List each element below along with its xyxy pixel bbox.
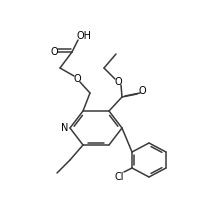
Text: N: N bbox=[61, 123, 69, 133]
Text: O: O bbox=[138, 86, 146, 96]
Text: O: O bbox=[73, 74, 81, 84]
Text: O: O bbox=[50, 47, 58, 57]
Text: OH: OH bbox=[76, 31, 92, 41]
Text: O: O bbox=[114, 77, 122, 87]
Text: Cl: Cl bbox=[114, 172, 124, 182]
